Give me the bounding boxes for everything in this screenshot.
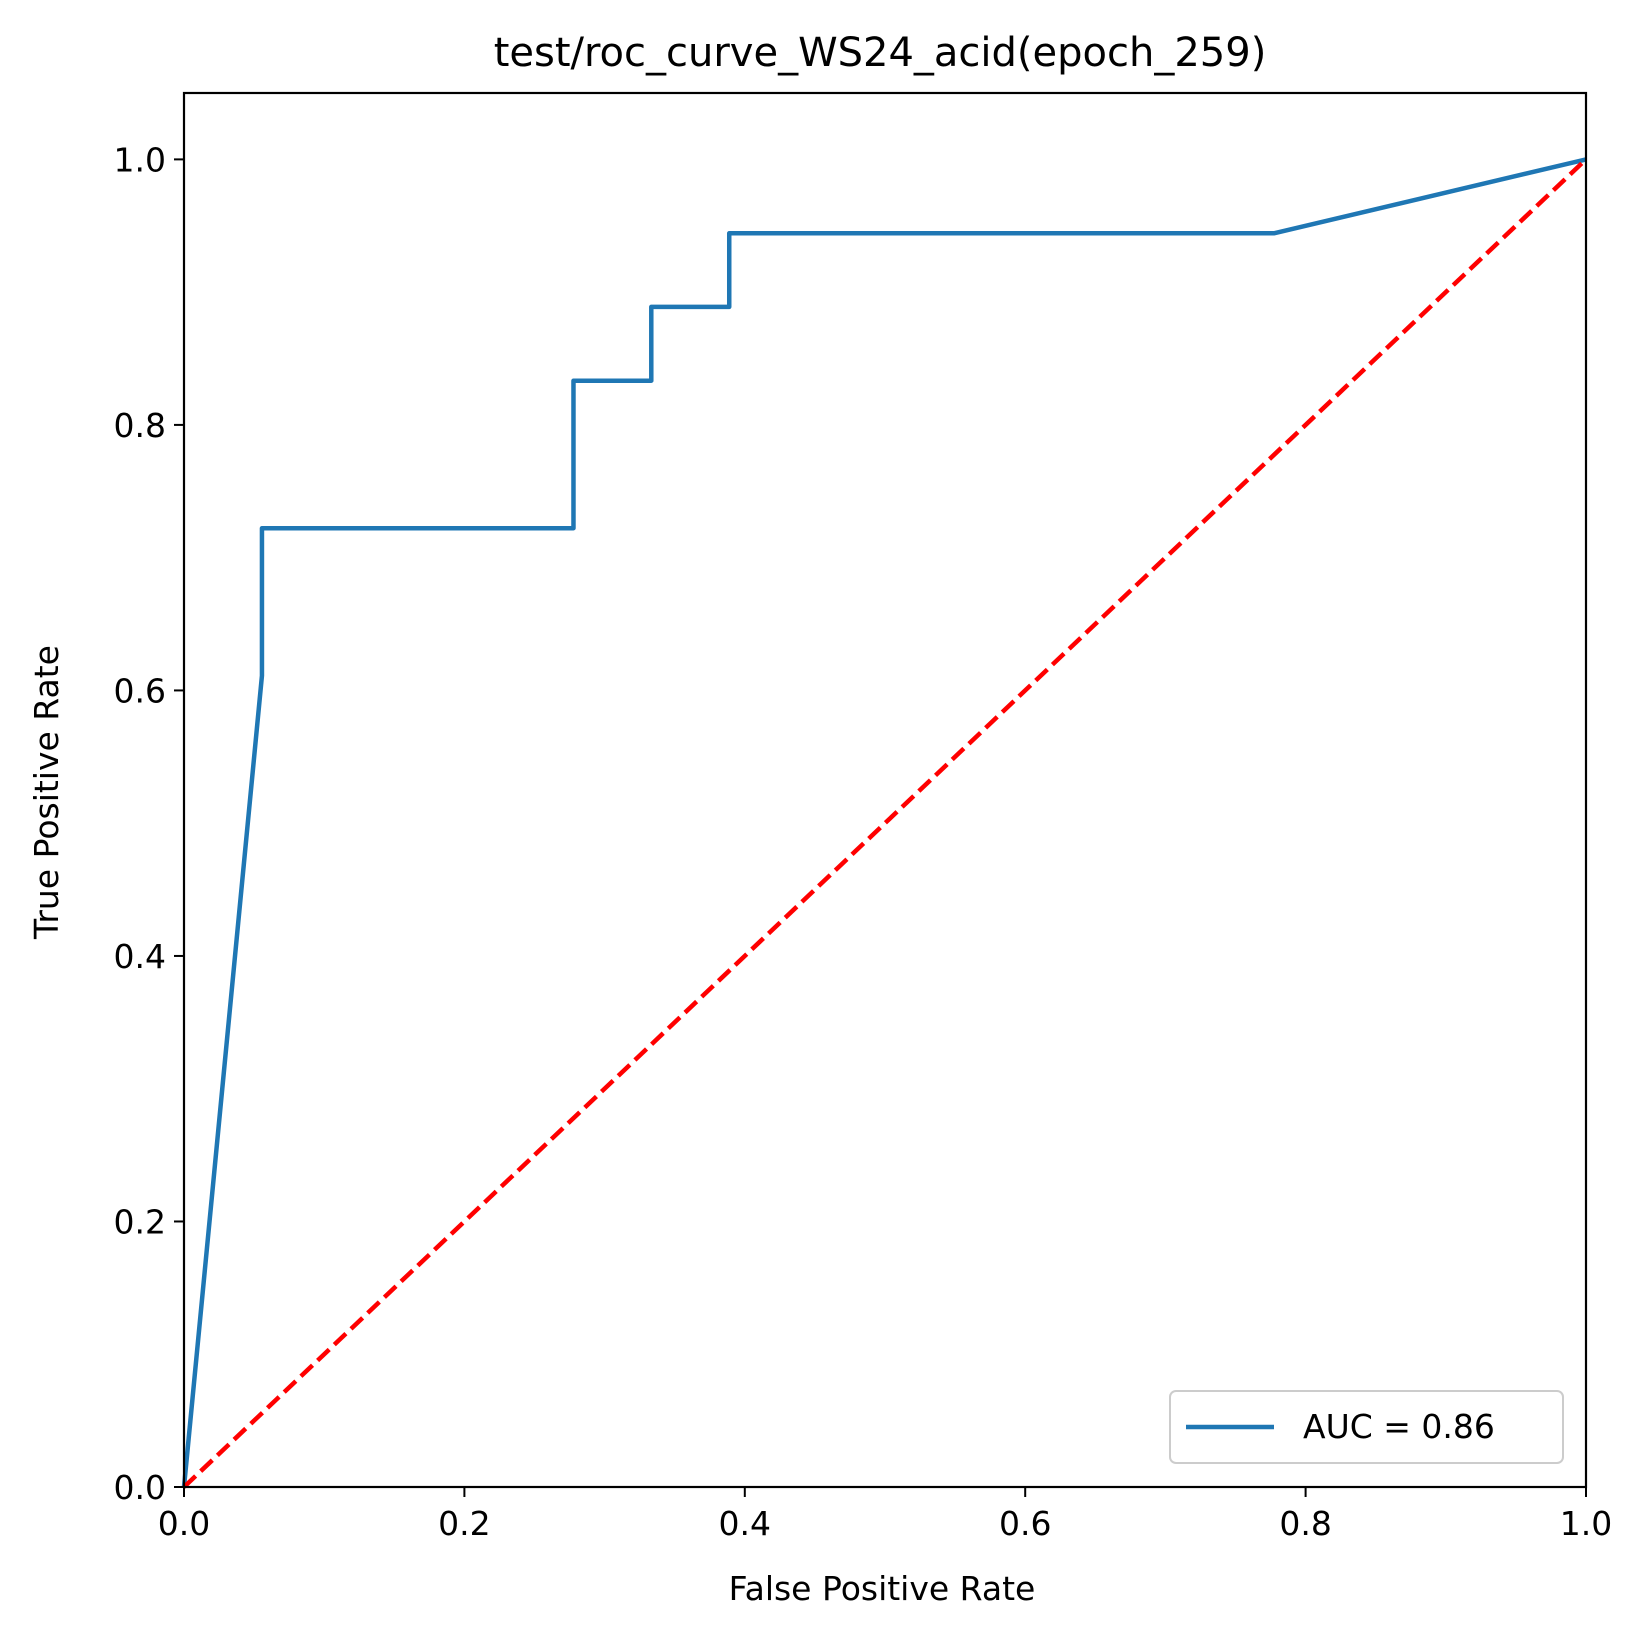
x-axis-ticks: 0.0 0.2 0.4 0.6 0.8 1.0 [158, 1487, 1612, 1543]
plot-frame [182, 91, 1588, 1489]
x-tick-label: 0.2 [438, 1504, 490, 1543]
y-tick-label: 0.8 [114, 406, 166, 445]
x-tick-label: 0.4 [719, 1504, 771, 1543]
y-tick-label: 0.2 [114, 1202, 166, 1241]
y-tick-label: 0.4 [114, 937, 166, 976]
legend: AUC = 0.86 [1169, 1390, 1564, 1464]
y-axis-label: True Positive Rate [27, 645, 66, 940]
chart-title: test/roc_curve_WS24_acid(epoch_259) [494, 30, 1267, 76]
x-tick-label: 0.8 [1279, 1504, 1331, 1543]
x-tick-label: 0.0 [158, 1504, 210, 1543]
y-tick-label: 0.6 [114, 671, 166, 710]
x-axis-label: False Positive Rate [729, 1569, 1036, 1608]
y-tick-label: 0.0 [114, 1468, 166, 1507]
plot-area [181, 91, 1588, 1489]
legend-label-auc: AUC = 0.86 [1303, 1407, 1495, 1446]
y-axis-ticks: 0.0 0.2 0.4 0.6 0.8 1.0 [114, 140, 184, 1507]
y-tick-label: 1.0 [114, 140, 166, 179]
x-tick-label: 1.0 [1560, 1504, 1612, 1543]
x-tick-label: 0.6 [999, 1504, 1051, 1543]
legend-box [1169, 1390, 1564, 1464]
roc-curve-line [181, 157, 1587, 1488]
